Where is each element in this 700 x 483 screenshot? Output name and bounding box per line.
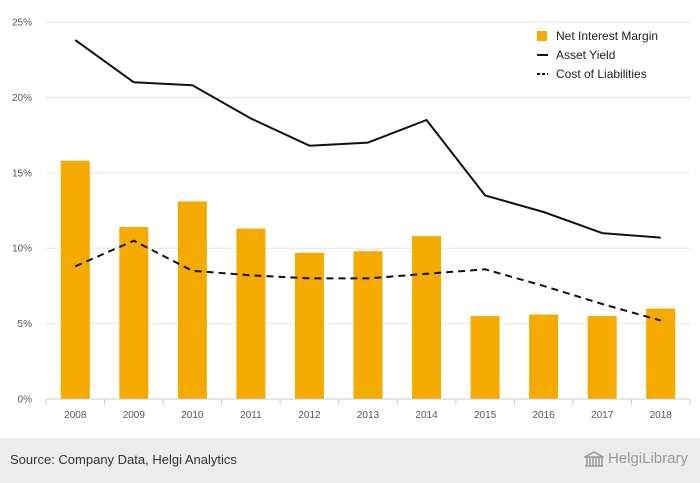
y-tick-label: 5%	[18, 319, 33, 330]
legend-label: Cost of Liabilities	[556, 67, 647, 81]
bar-2013	[353, 251, 383, 399]
x-tick-label: 2017	[591, 410, 614, 421]
bar-2018	[646, 308, 676, 399]
legend-label: Net Interest Margin	[556, 29, 658, 43]
bar-series	[60, 160, 676, 399]
brand-name: HelgiLibrary	[607, 450, 688, 467]
x-tick-label: 2016	[533, 410, 556, 421]
x-tick-label: 2011	[240, 410, 262, 421]
legend-swatch	[537, 31, 547, 41]
legend-label: Asset Yield	[556, 48, 615, 62]
y-tick-label: 15%	[12, 168, 32, 179]
gridlines	[46, 21, 690, 325]
x-tick-label: 2012	[298, 410, 321, 421]
line-series	[74, 39, 661, 322]
bar-2016	[529, 314, 559, 399]
footer: Source: Company Data, Helgi Analytics He…	[0, 438, 700, 483]
bar-2009	[119, 227, 149, 399]
bar-2010	[177, 201, 207, 399]
x-tick-label: 2009	[123, 410, 146, 421]
brand-logo: HelgiLibrary	[583, 450, 688, 467]
y-axis: 0% 5% 10% 15% 20% 25%	[12, 18, 32, 406]
x-tick-label: 2008	[64, 410, 87, 421]
bar-2008	[60, 160, 90, 399]
y-tick-label: 25%	[12, 18, 32, 29]
bar-2017	[587, 316, 617, 399]
bar-2011	[236, 228, 266, 399]
y-tick-label: 10%	[12, 244, 32, 255]
chart: 0% 5% 10% 15% 20% 25% 2008 2009 2010 2011 2012 201…	[12, 18, 691, 421]
x-tick-label: 2010	[181, 410, 204, 421]
legend: Net Interest Margin Asset Yield Cost of Li…	[537, 29, 658, 81]
bar-2015	[470, 316, 500, 399]
library-building-icon	[583, 450, 604, 467]
source-note: Source: Company Data, Helgi Analytics	[10, 452, 237, 467]
y-tick-label: 20%	[12, 93, 32, 104]
x-axis: 2008 2009 2010 2011 2012 2013 2014 2015 2016 2017…	[45, 398, 691, 421]
x-tick-label: 2013	[357, 410, 380, 421]
bar-2012	[294, 252, 324, 399]
cost-of-liabilities-line	[74, 239, 661, 322]
y-tick-label: 0%	[18, 395, 33, 406]
x-tick-label: 2015	[474, 410, 497, 421]
bar-2014	[412, 236, 442, 399]
asset-yield-line	[74, 39, 661, 239]
x-tick-label: 2018	[650, 410, 673, 421]
x-tick-label: 2014	[415, 410, 438, 421]
